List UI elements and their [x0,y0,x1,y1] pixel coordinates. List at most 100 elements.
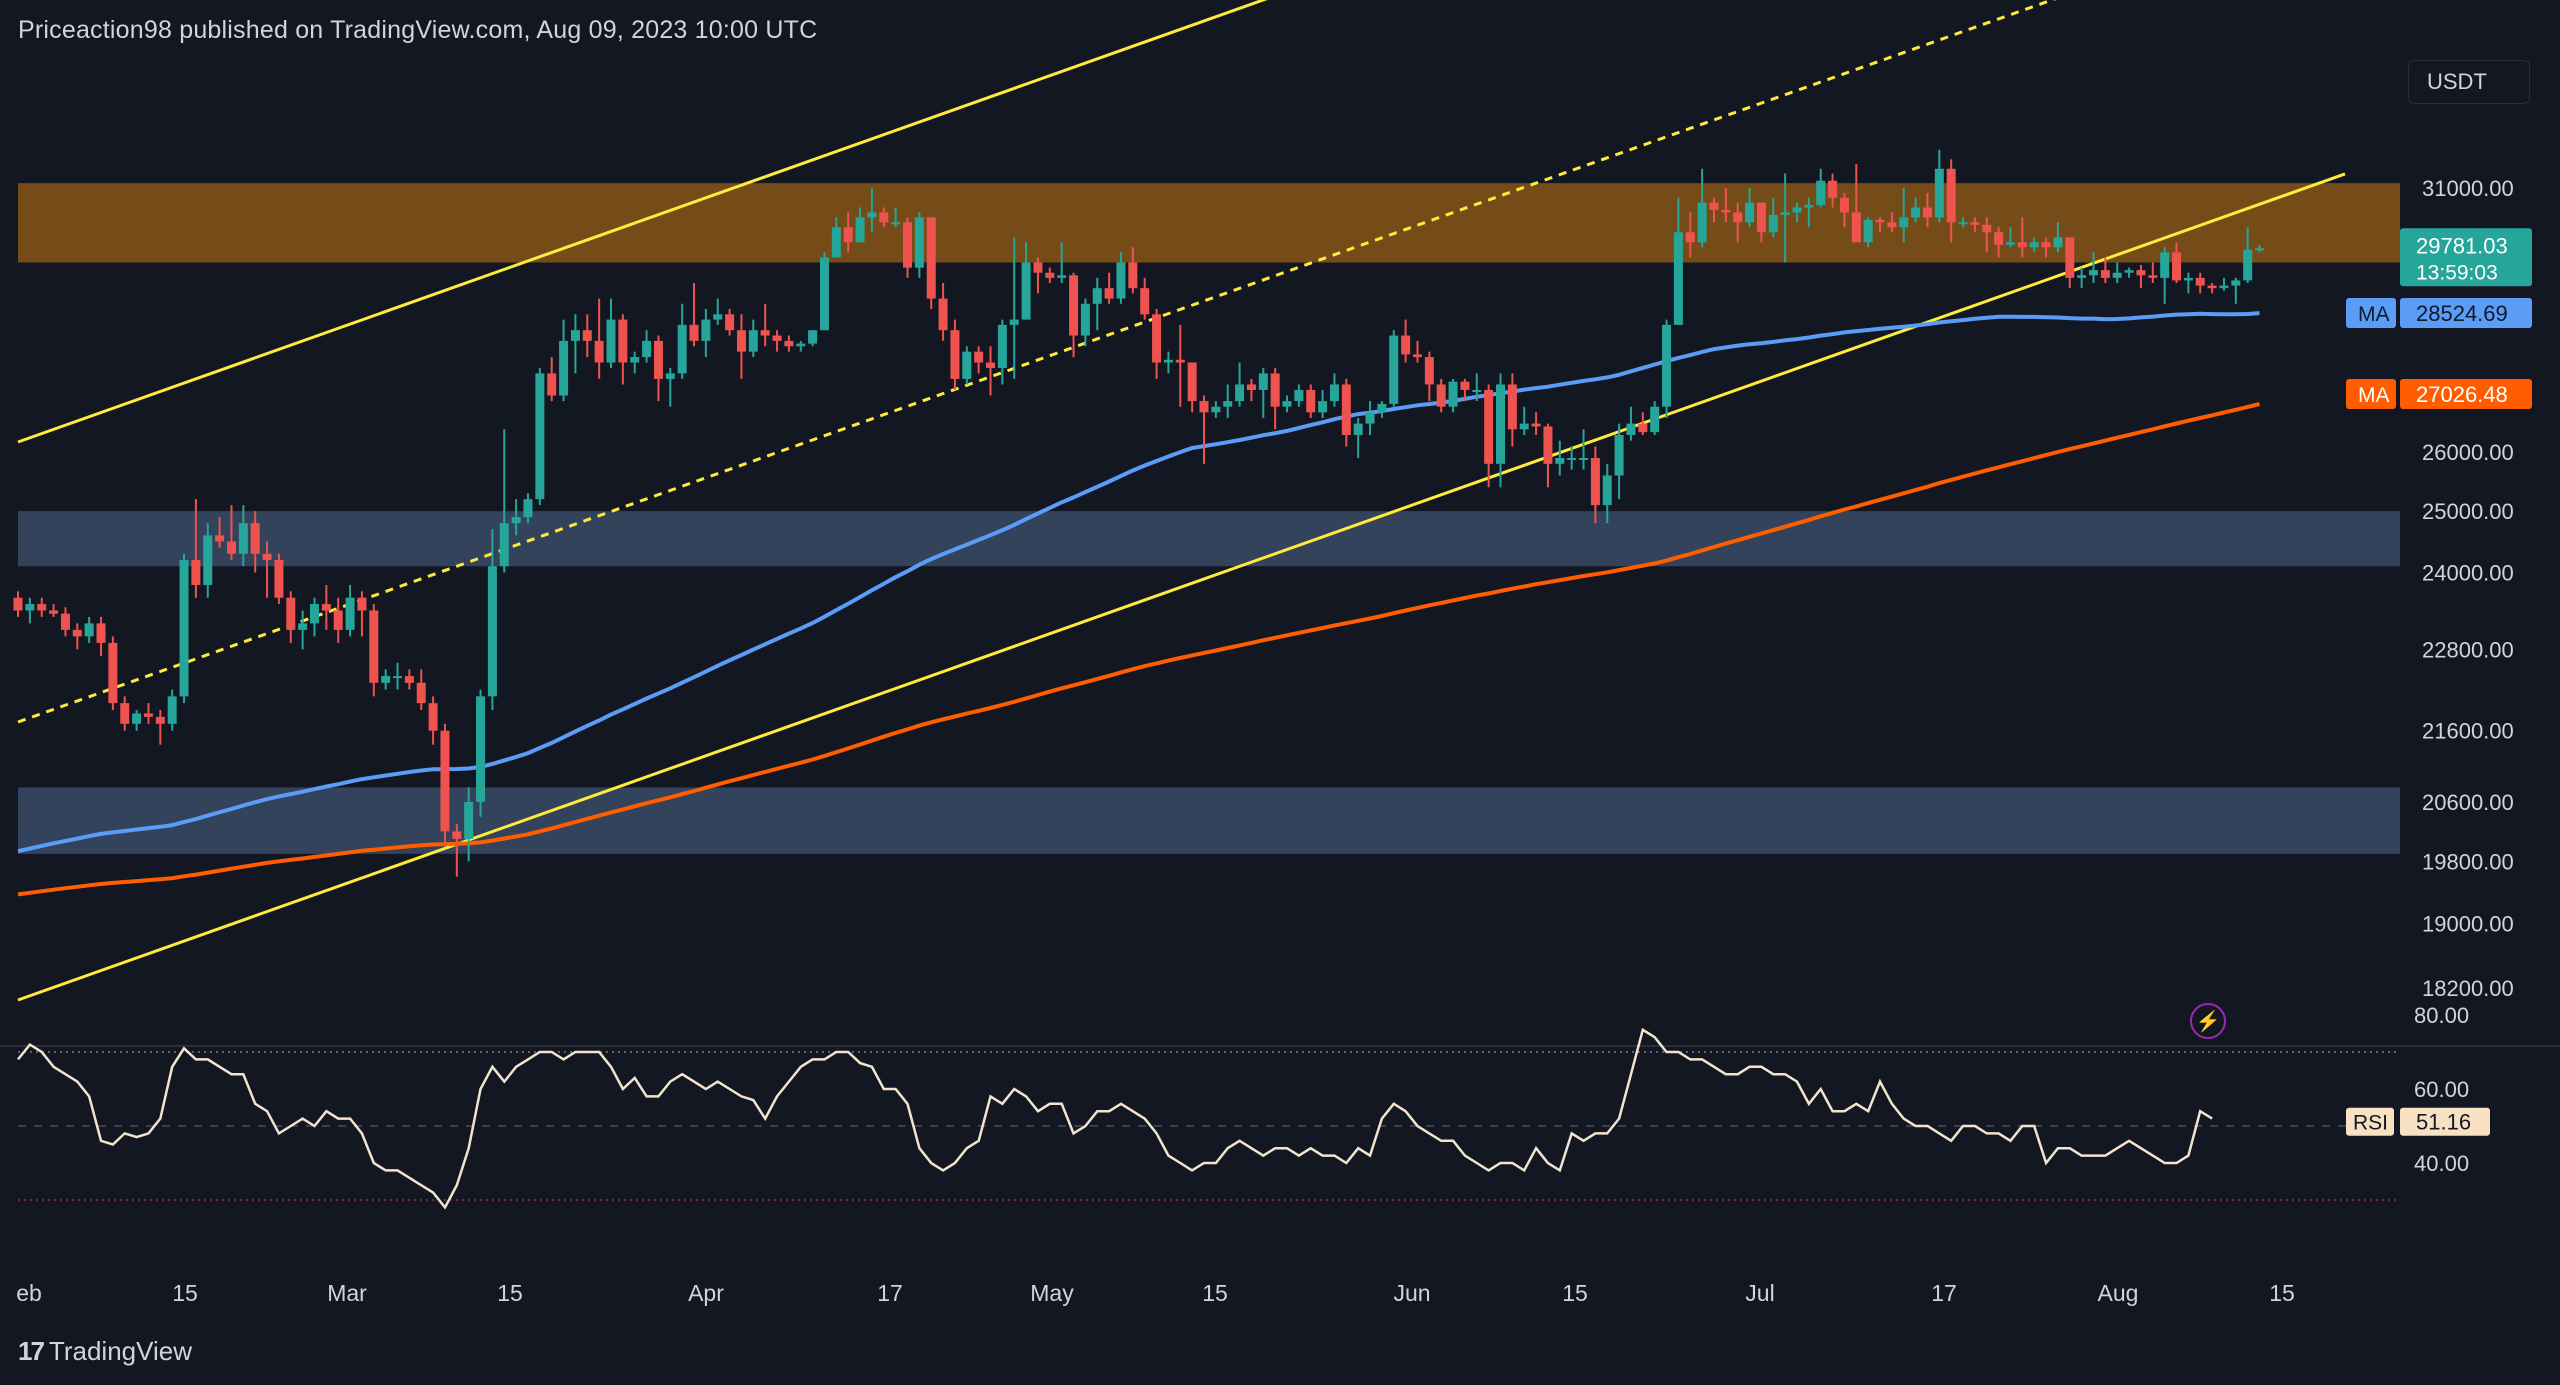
candle-body [843,227,853,243]
candle [523,493,533,524]
candle-body [1673,232,1683,325]
candle [286,591,296,643]
candle-body [1579,458,1589,461]
candle [1389,330,1399,407]
time-tick-label: 15 [1202,1280,1228,1306]
support-zone [18,511,2400,567]
candle [1863,217,1873,248]
candle [1175,324,1185,407]
candle [1543,423,1553,488]
candle [1816,168,1826,208]
candle [570,314,580,374]
candle-body [1721,209,1731,213]
candle-body [1756,202,1766,233]
candle-body [879,212,889,223]
candle [2183,272,2193,294]
candle [891,207,901,228]
price-countdown: 13:59:03 [2416,261,2498,284]
candle-body [238,523,248,554]
candle-body [974,351,984,363]
candle-body [1306,389,1316,413]
candle-body [1436,384,1446,407]
candle [499,429,509,573]
candle-body [1768,214,1778,233]
candle [1875,217,1885,233]
candle [1318,389,1328,418]
candle-body [1697,202,1707,243]
candle-body [701,319,711,341]
candle-body [535,373,545,500]
candle [760,303,770,347]
price-tick-label: 21600.00 [2422,719,2514,744]
candle-body [2255,248,2265,251]
candle [1460,378,1470,402]
candle [1685,212,1695,258]
candle [1756,202,1766,243]
candle-body [84,623,94,637]
currency-selector-button[interactable]: USDT [2408,60,2530,104]
candle-body [2017,242,2027,248]
rsi-tick-label: 60.00 [2414,1077,2469,1102]
candle-body [642,340,652,358]
candle [630,351,640,374]
candle-body [25,604,35,611]
candle [2005,227,2015,248]
candle-body [393,676,403,679]
candle [1140,277,1150,320]
candle-body [120,703,130,724]
candle-body [689,324,699,341]
candle [1401,319,1411,363]
candle [618,314,628,385]
candle [1246,378,1256,402]
candle [49,604,59,617]
candle-body [155,716,165,724]
lightning-icon[interactable]: ⚡ [2190,1003,2226,1039]
candle [903,217,912,278]
tradingview-logo[interactable]: 17 TradingView [18,1336,192,1367]
ma-tag-text: MA [2358,303,2390,326]
candle-body [570,330,580,341]
candle-body [464,801,474,839]
candle-body [784,340,794,347]
candle-body [2029,242,2039,248]
candle [2029,237,2039,253]
candle-body [855,217,865,243]
candle-body [1104,288,1114,299]
candle [1650,401,1660,435]
candle-body [559,340,569,396]
candle-body [357,597,367,611]
channel-trendlines [17,0,2346,1002]
candle [1899,188,1909,243]
candle-body [2195,277,2205,286]
price-axis: 31000.00 26000.00 25000.00 24000.00 22800.00… [2422,176,2514,1001]
candle [203,523,213,598]
candle-body [665,373,675,379]
candle-body [167,696,177,724]
candle [1780,173,1790,263]
upper-channel-line [17,0,1268,444]
candle-body [2124,270,2134,273]
tradingview-wordmark: TradingView [48,1336,192,1366]
candle [2207,283,2217,294]
candle-body [1911,207,1921,218]
candle [1519,406,1529,435]
candle-body [796,343,806,347]
candle [713,298,723,325]
candle-body [2041,242,2051,248]
candle [2065,237,2075,289]
candle [1579,429,1589,470]
candle [784,335,794,352]
candle-body [203,535,213,586]
candle-body [1412,354,1422,358]
candle-body [997,324,1007,368]
candle [2041,237,2051,258]
candle-body [1602,475,1612,506]
candle [1507,373,1517,447]
candle [867,188,877,233]
candle-body [1543,426,1553,464]
candle [1448,378,1458,413]
candle-body [1804,205,1814,208]
candle-body [262,553,272,560]
time-tick-label: 15 [2269,1280,2295,1306]
